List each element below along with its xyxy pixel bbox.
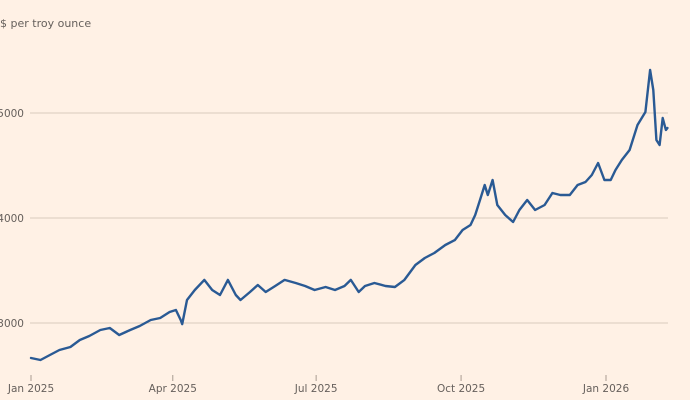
x-tick-label: Apr 2025 (149, 383, 197, 395)
x-tick-label: Jan 2025 (7, 383, 54, 395)
y-axis-unit-label: $ per troy ounce (0, 17, 92, 30)
y-tick-label: 5000 (0, 108, 24, 120)
x-tick-label: Jan 2026 (582, 383, 630, 395)
y-tick-label: 4000 (0, 213, 24, 225)
y-tick-label: 3000 (0, 318, 24, 330)
series-line-gold-price (29, 68, 669, 362)
x-tick-label: Jul 2025 (294, 383, 338, 395)
x-tick-label: Oct 2025 (437, 383, 485, 395)
